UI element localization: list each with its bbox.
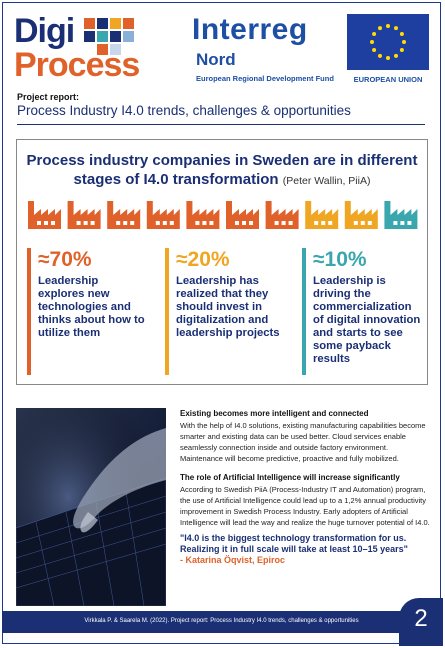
- interreg-wordmark: Interreg: [192, 13, 308, 46]
- page-number-badge: 2: [399, 598, 443, 646]
- factory-icon: [107, 201, 141, 229]
- quote-text: "I4.0 is the biggest technology transfor…: [180, 533, 408, 554]
- title-divider: [17, 124, 425, 125]
- text-column: Existing becomes more intelligent and co…: [180, 409, 430, 566]
- logo-squares-icon: [84, 18, 142, 55]
- digiprocess-logo: Digi Process: [14, 14, 144, 84]
- factory-icon: [28, 201, 61, 229]
- factory-icon: [344, 201, 378, 229]
- stat-percentage: ≈70%: [38, 248, 92, 271]
- stat-percentage: ≈10%: [313, 248, 367, 271]
- stat-description: Leadership has realized that they should…: [176, 275, 280, 339]
- stat-description: Leadership explores new technologies and…: [38, 275, 145, 339]
- stat-accent-bar: [302, 248, 306, 375]
- page-number: 2: [414, 605, 428, 632]
- eu-label: EUROPEAN UNION: [353, 75, 423, 84]
- factory-icon: [305, 201, 339, 229]
- factory-icon: [67, 201, 101, 229]
- keyboard-photo: [16, 408, 166, 606]
- eu-flag-icon: [347, 14, 429, 70]
- infographic-headline: Process industry companies in Sweden are…: [17, 151, 427, 191]
- logo-word-digi: Digi: [14, 12, 75, 50]
- factory-icon: [226, 201, 259, 229]
- factory-icon: [265, 201, 299, 229]
- project-label: Project report:: [17, 92, 80, 102]
- page-frame: [2, 2, 441, 644]
- section-heading: Existing becomes more intelligent and co…: [180, 409, 369, 418]
- stat-accent-bar: [165, 248, 169, 375]
- factory-icon: [384, 201, 418, 229]
- stat-percentage: ≈20%: [176, 248, 230, 271]
- footer-bar: Virkkala P. & Saarela M. (2022). Project…: [2, 611, 441, 633]
- interreg-logo: Interreg Nord European Regional Developm…: [192, 14, 340, 86]
- stages-infographic: Process industry companies in Sweden are…: [16, 139, 428, 385]
- section-heading: The role of Artificial Intelligence will…: [180, 473, 400, 482]
- interreg-region: Nord: [196, 50, 236, 69]
- report-title: Process Industry I4.0 trends, challenges…: [17, 103, 351, 118]
- stat-description: Leadership is driving the commercializat…: [313, 275, 421, 365]
- quote-author: - Katarina Öqvist, Epiroc: [180, 555, 286, 565]
- factory-icon: [146, 201, 180, 229]
- footer-citation: Virkkala P. & Saarela M. (2022). Project…: [84, 618, 359, 624]
- headline-attribution: (Peter Wallin, PiiA): [282, 175, 371, 187]
- interreg-fund: European Regional Development Fund: [196, 74, 334, 83]
- factory-icon: [186, 201, 220, 229]
- headline-text: Process industry companies in Sweden are…: [26, 152, 418, 188]
- eu-logo: EUROPEAN UNION: [347, 14, 429, 86]
- section-body: According to Swedish PiiA (Process-Indus…: [180, 485, 430, 527]
- factory-icons-row: [28, 201, 418, 229]
- stat-accent-bar: [27, 248, 31, 375]
- section-body: With the help of I4.0 solutions, existin…: [180, 421, 426, 463]
